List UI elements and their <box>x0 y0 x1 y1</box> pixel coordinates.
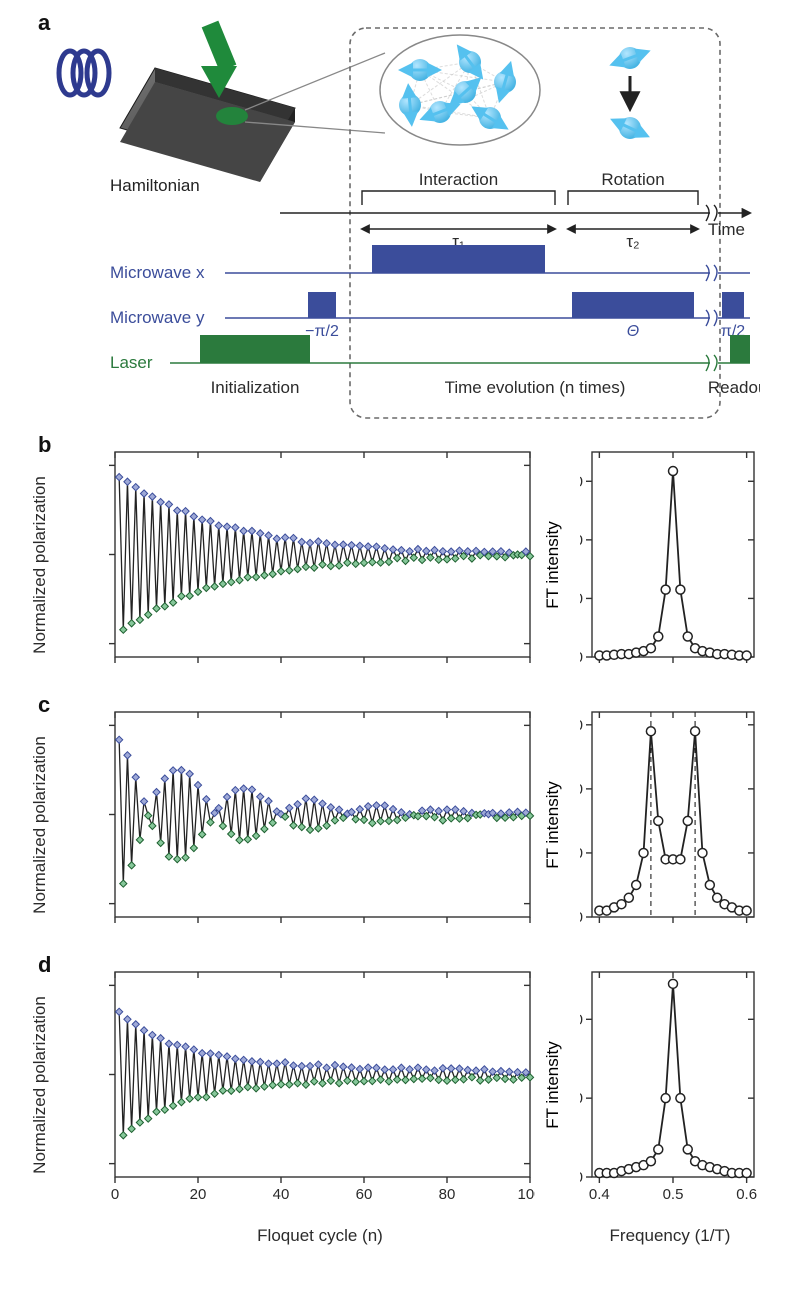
panel-c: Normalized polarization FT intensity -10… <box>50 700 760 950</box>
svg-text:Rotation: Rotation <box>601 170 664 189</box>
panel-label-a: a <box>38 10 50 36</box>
svg-text:80: 80 <box>580 532 583 549</box>
svg-text:τ₂: τ₂ <box>626 232 639 251</box>
panel-label-c: c <box>38 692 50 718</box>
xlabel-time: Floquet cycle (n) <box>257 1226 383 1246</box>
svg-text:Microwave x: Microwave x <box>110 263 205 282</box>
time-plot-c: -101 <box>105 700 535 945</box>
ft-plot-b: 0 40 80 120 <box>580 440 760 685</box>
panel-a: HamiltonianTimeInteractionRotationτ₁τ₂Mi… <box>50 18 760 430</box>
svg-text:80: 80 <box>439 1186 456 1203</box>
svg-text:Time: Time <box>708 220 745 239</box>
panel-d: Normalized polarization FT intensity -10… <box>50 960 760 1210</box>
svg-text:20: 20 <box>580 781 583 798</box>
svg-text:30: 30 <box>580 717 583 734</box>
panel-a-svg: HamiltonianTimeInteractionRotationτ₁τ₂Mi… <box>50 18 760 430</box>
ylabel-c: Normalized polarization <box>30 736 50 914</box>
ft-ylabel-b: FT intensity <box>543 521 563 609</box>
svg-text:20: 20 <box>190 1186 207 1203</box>
svg-text:0: 0 <box>580 1169 583 1186</box>
svg-text:0.6: 0.6 <box>736 1186 757 1203</box>
figure: a b c d HamiltonianTimeInteractionRotati… <box>0 0 800 1315</box>
svg-text:120: 120 <box>580 473 583 490</box>
svg-text:40: 40 <box>580 590 583 607</box>
svg-text:Microwave y: Microwave y <box>110 308 205 327</box>
svg-text:Hamiltonian: Hamiltonian <box>110 176 200 195</box>
svg-text:Interaction: Interaction <box>419 170 498 189</box>
ft-ylabel-d: FT intensity <box>543 1041 563 1129</box>
svg-text:0.5: 0.5 <box>663 1186 684 1203</box>
svg-text:Θ: Θ <box>627 323 639 340</box>
time-plot-b: -101 <box>105 440 535 685</box>
svg-text:10: 10 <box>580 845 583 862</box>
svg-text:Time evolution (n times): Time evolution (n times) <box>445 378 626 397</box>
svg-text:20: 20 <box>580 1090 583 1107</box>
svg-text:0: 0 <box>580 649 583 666</box>
svg-text:0.4: 0.4 <box>589 1186 610 1203</box>
ylabel-b: Normalized polarization <box>30 476 50 654</box>
ft-plot-d: 0 20 40 0.4 0.5 0.6 <box>580 960 760 1205</box>
svg-text:Laser: Laser <box>110 353 153 372</box>
svg-text:60: 60 <box>356 1186 373 1203</box>
time-plot-d: -101020406080100 <box>105 960 535 1205</box>
ylabel-d: Normalized polarization <box>30 996 50 1174</box>
panel-b: Normalized polarization FT intensity -10… <box>50 440 760 690</box>
svg-text:−π/2: −π/2 <box>305 323 339 340</box>
svg-text:40: 40 <box>273 1186 290 1203</box>
svg-text:100: 100 <box>517 1186 535 1203</box>
ft-ylabel-c: FT intensity <box>543 781 563 869</box>
svg-text:40: 40 <box>580 1011 583 1028</box>
svg-text:Readout: Readout <box>708 378 760 397</box>
svg-text:0: 0 <box>111 1186 119 1203</box>
xlabel-ft: Frequency (1/T) <box>610 1226 731 1246</box>
ft-plot-c: 0 10 20 30 <box>580 700 760 945</box>
svg-text:0: 0 <box>580 909 583 926</box>
svg-text:Initialization: Initialization <box>211 378 300 397</box>
